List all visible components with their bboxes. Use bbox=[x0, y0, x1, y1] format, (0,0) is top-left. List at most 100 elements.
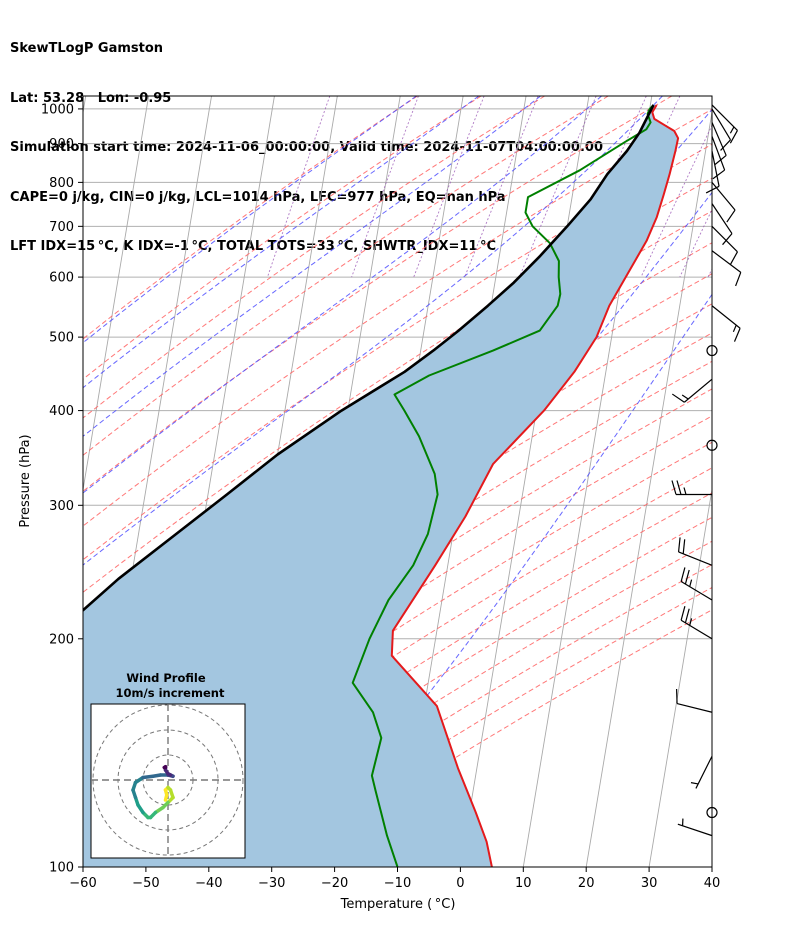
wind-barbs bbox=[671, 104, 742, 837]
barb-shaft bbox=[680, 619, 713, 640]
barb-flag bbox=[682, 539, 686, 554]
x-tick-label: −40 bbox=[195, 876, 222, 891]
barb-half-flag bbox=[690, 782, 699, 785]
dry-adiabat bbox=[296, 609, 712, 859]
stability-line: CAPE=0 j/kg, CIN=0 j/kg, LCL=1014 hPa, L… bbox=[10, 189, 506, 205]
location-line: Lat: 53.28 Lon: -0.95 bbox=[10, 90, 172, 106]
parcel-profile bbox=[83, 104, 655, 613]
dry-adiabat bbox=[83, 96, 545, 419]
x-tick-label: −30 bbox=[258, 876, 285, 891]
barb-half-flag bbox=[732, 324, 737, 333]
wind-barb bbox=[671, 378, 713, 403]
mixing-ratio-line bbox=[464, 96, 539, 278]
barb-half-flag bbox=[729, 126, 735, 134]
x-axis-label: Temperature ( °C) bbox=[340, 897, 456, 912]
dry-adiabat bbox=[264, 586, 712, 859]
barb-half-flag bbox=[689, 579, 693, 587]
barb-flag bbox=[729, 130, 738, 144]
moist-adiabat bbox=[83, 96, 602, 494]
barb-shaft bbox=[711, 203, 733, 234]
y-axis-label: Pressure (hPa) bbox=[18, 434, 33, 527]
isotherm-line bbox=[711, 864, 712, 867]
moist-adiabat bbox=[83, 96, 541, 437]
barb-flag bbox=[684, 608, 690, 623]
wind-barb bbox=[711, 181, 736, 223]
x-tick-label: 10 bbox=[515, 876, 532, 891]
x-tick-label: 40 bbox=[704, 876, 721, 891]
mixing-ratio-line bbox=[518, 96, 597, 278]
mixing-ratio-line bbox=[267, 96, 331, 278]
barb-flag bbox=[676, 480, 682, 495]
wind-barb bbox=[677, 818, 713, 837]
dry-adiabat bbox=[83, 96, 673, 492]
y-tick-label: 600 bbox=[49, 271, 74, 286]
barb-flag bbox=[680, 606, 686, 621]
temperature-profile bbox=[390, 104, 680, 867]
barb-flag bbox=[680, 567, 686, 582]
wind-barb bbox=[675, 688, 713, 713]
calm-wind-circle bbox=[706, 439, 718, 451]
isotherm-line bbox=[83, 96, 87, 116]
barb-flag bbox=[712, 169, 725, 180]
barb-shaft bbox=[677, 823, 713, 837]
barb-half-flag bbox=[689, 618, 693, 626]
y-tick-label: 900 bbox=[49, 137, 74, 152]
x-tick-label: −50 bbox=[132, 876, 159, 891]
y-tick-label: 100 bbox=[49, 861, 74, 876]
barb-flag bbox=[722, 233, 733, 246]
x-tick-label: 20 bbox=[578, 876, 595, 891]
hodograph-title: Wind Profile bbox=[126, 671, 206, 685]
barb-shaft bbox=[711, 136, 726, 171]
x-tick-label: 30 bbox=[641, 876, 658, 891]
moist-adiabat bbox=[83, 96, 480, 389]
x-tick-label: −20 bbox=[321, 876, 348, 891]
wind-barb bbox=[680, 606, 713, 640]
hodograph-subtitle: 10m/s increment bbox=[116, 686, 225, 700]
y-tick-label: 300 bbox=[49, 499, 74, 514]
wind-barb bbox=[711, 104, 738, 144]
index-line: LFT IDX=15 °C, K IDX=-1 °C, TOTAL TOTS=3… bbox=[10, 239, 497, 254]
chart-title: SkewTLogP Gamston bbox=[10, 41, 164, 56]
y-tick-label: 200 bbox=[49, 632, 74, 647]
barb-shaft bbox=[711, 104, 738, 131]
barb-shaft bbox=[711, 250, 742, 273]
wind-barb bbox=[671, 480, 712, 496]
barb-shaft bbox=[680, 580, 713, 601]
barb-shaft bbox=[711, 108, 732, 141]
y-tick-label: 400 bbox=[49, 404, 74, 419]
barb-flag bbox=[720, 139, 731, 151]
y-tick-label: 800 bbox=[49, 176, 74, 191]
isotherm-line bbox=[648, 486, 712, 867]
barb-flag bbox=[705, 185, 720, 194]
x-tick-label: −10 bbox=[384, 876, 411, 891]
mixing-ratio-line bbox=[351, 96, 419, 278]
barb-shaft bbox=[676, 702, 713, 713]
dewpoint-profile bbox=[351, 104, 655, 867]
axes: −60 −50 −40 −30 −20 −10 0 10 20 30 40 1000 900 800 700… bbox=[41, 102, 720, 891]
barb-shaft bbox=[711, 181, 736, 211]
isotherm-line bbox=[83, 96, 150, 493]
wind-barb bbox=[711, 136, 726, 180]
mixing-ratio-line bbox=[413, 96, 485, 278]
wind-barb bbox=[711, 203, 733, 246]
x-tick-label: −60 bbox=[69, 876, 96, 891]
barb-flag bbox=[684, 569, 690, 585]
barb-shaft bbox=[711, 305, 741, 329]
barb-flag bbox=[729, 251, 738, 265]
barb-shaft bbox=[695, 755, 713, 789]
calm-wind-circle bbox=[706, 806, 718, 819]
wind-barb bbox=[711, 108, 732, 151]
y-tick-label: 700 bbox=[49, 220, 74, 235]
barb-flag bbox=[726, 209, 736, 223]
barb-flag bbox=[735, 272, 742, 287]
barb-shaft bbox=[711, 122, 727, 156]
wind-barb bbox=[677, 537, 713, 566]
barb-shaft bbox=[711, 150, 720, 187]
barb-flag bbox=[671, 393, 685, 403]
barb-shaft bbox=[711, 225, 738, 253]
isotherm-line bbox=[585, 109, 712, 867]
wind-barb bbox=[711, 305, 741, 342]
cape-cin-shading bbox=[83, 105, 679, 867]
sounding-profiles bbox=[83, 104, 680, 867]
